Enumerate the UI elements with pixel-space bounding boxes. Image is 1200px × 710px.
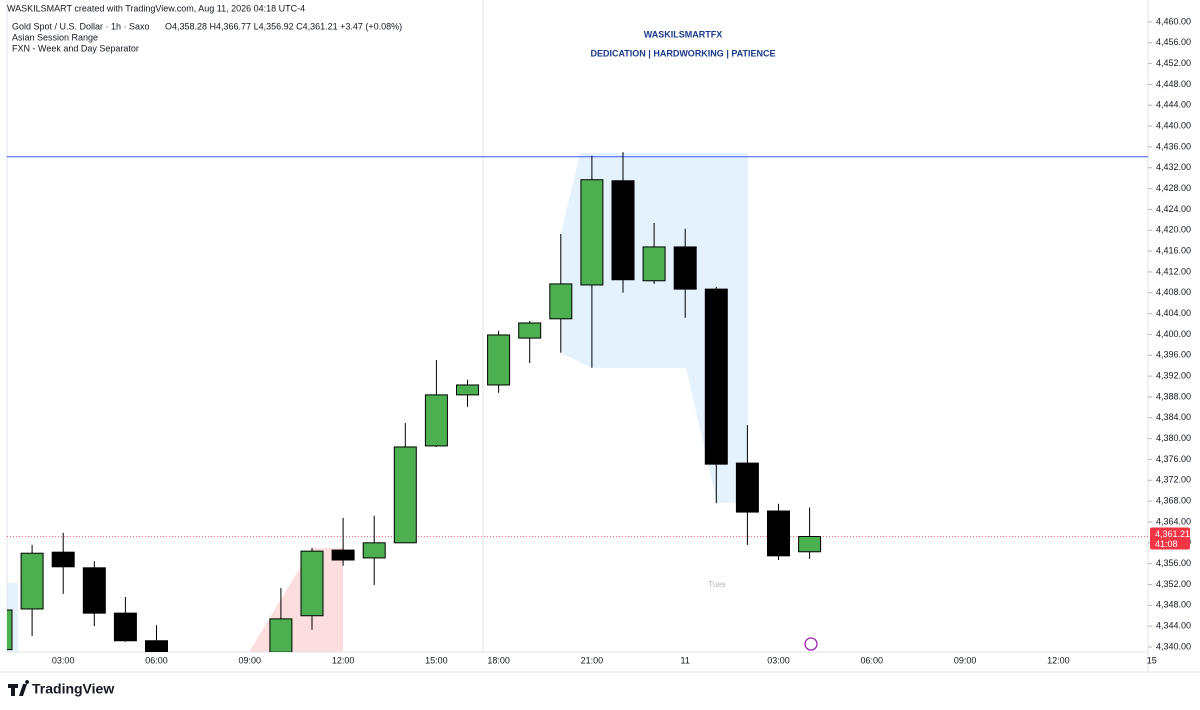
y-tick-label: 4,400.00 xyxy=(1156,329,1191,339)
x-tick-label: 06:00 xyxy=(145,655,168,665)
candle-body xyxy=(7,609,13,651)
logo-mark xyxy=(8,680,30,696)
x-tick-label: 12:00 xyxy=(332,655,355,665)
candle-body xyxy=(767,510,790,557)
y-tick-label: 4,392.00 xyxy=(1156,370,1191,380)
y-tick-label: 4,420.00 xyxy=(1156,225,1191,235)
y-tick-label: 4,396.00 xyxy=(1156,350,1191,360)
x-tick-label: 12:00 xyxy=(1047,655,1070,665)
candle-body xyxy=(549,283,573,320)
y-tick-label: 4,444.00 xyxy=(1156,100,1191,110)
y-tick-label: 4,440.00 xyxy=(1156,120,1191,130)
y-tick-label: 4,372.00 xyxy=(1156,475,1191,485)
candle-body xyxy=(456,384,479,396)
y-tick-label: 4,412.00 xyxy=(1156,266,1191,276)
x-tick-label: 15:00 xyxy=(425,655,448,665)
y-tick-label: 4,356.00 xyxy=(1156,558,1191,568)
candle-body xyxy=(269,618,293,652)
day-label: Tues xyxy=(708,580,726,589)
candle-body xyxy=(580,179,604,286)
logo xyxy=(8,680,30,696)
candle-body xyxy=(487,334,511,386)
x-tick-label: 06:00 xyxy=(861,655,884,665)
y-tick-label: 4,432.00 xyxy=(1156,162,1191,172)
x-tick-label: 18:00 xyxy=(487,655,510,665)
candle-body xyxy=(735,462,759,513)
candle-body xyxy=(704,288,728,465)
candle-body xyxy=(82,567,106,614)
x-tick-label: 15 xyxy=(1147,655,1157,665)
y-tick-label: 4,428.00 xyxy=(1156,183,1191,193)
y-tick-label: 4,388.00 xyxy=(1156,391,1191,401)
candle-body xyxy=(20,552,44,610)
watermark-motto: DEDICATION | HARDWORKING | PATIENCE xyxy=(590,48,775,58)
candle-body xyxy=(393,446,417,544)
y-tick-label: 4,436.00 xyxy=(1156,141,1191,151)
y-tick-label: 4,340.00 xyxy=(1156,641,1191,651)
candle-body xyxy=(673,246,697,290)
price-tag-countdown: 41:08 xyxy=(1155,539,1178,549)
candle-body xyxy=(362,542,386,559)
price-tag xyxy=(1150,527,1190,550)
y-tick-label: 4,448.00 xyxy=(1156,79,1191,89)
y-tick-label: 4,404.00 xyxy=(1156,308,1191,318)
y-tick-label: 4,380.00 xyxy=(1156,433,1191,443)
y-tick-label: 4,424.00 xyxy=(1156,204,1191,214)
credit: WASKILSMART created with TradingView.com… xyxy=(7,3,305,13)
candle-body xyxy=(611,180,635,281)
session-range xyxy=(561,153,748,503)
y-tick-label: 4,456.00 xyxy=(1156,37,1191,47)
watermark-name: WASKILSMARTFX xyxy=(644,29,723,39)
candles xyxy=(7,152,822,652)
x-tick-label: 09:00 xyxy=(954,655,977,665)
y-tick-label: 4,352.00 xyxy=(1156,579,1191,589)
candle-body xyxy=(300,550,324,617)
x-tick-label: 11 xyxy=(681,655,690,665)
y-tick-label: 4,460.00 xyxy=(1156,16,1191,26)
x-tick-label: 21:00 xyxy=(581,655,604,665)
y-tick-label: 4,376.00 xyxy=(1156,454,1191,464)
y-tick-label: 4,368.00 xyxy=(1156,496,1191,506)
indicator: FXN - Week and Day Separator xyxy=(12,43,139,53)
candle-body xyxy=(424,394,448,447)
event-icon[interactable] xyxy=(804,637,818,651)
candle-body xyxy=(145,640,168,652)
y-tick-label: 4,452.00 xyxy=(1156,58,1191,68)
price-tag-label: 4,361.21 xyxy=(1155,529,1190,539)
candle-body xyxy=(798,536,822,553)
ohlc: O4,358.28 H4,366.77 L4,356.92 C4,361.21 … xyxy=(165,21,402,31)
brand: TradingView xyxy=(32,681,114,697)
candle-body xyxy=(642,246,666,282)
x-tick-label: 09:00 xyxy=(239,655,262,665)
y-tick-label: 4,364.00 xyxy=(1156,516,1191,526)
candle-body xyxy=(51,551,75,568)
candle-body xyxy=(113,612,137,642)
x-tick-label: 03:00 xyxy=(767,655,790,665)
y-tick-label: 4,348.00 xyxy=(1156,600,1191,610)
symbol: Gold Spot / U.S. Dollar · 1h · Saxo xyxy=(12,21,150,31)
y-tick-label: 4,416.00 xyxy=(1156,245,1191,255)
y-tick-label: 4,384.00 xyxy=(1156,412,1191,422)
x-tick-label: 03:00 xyxy=(52,655,75,665)
candle-body xyxy=(331,549,355,561)
indicator: Asian Session Range xyxy=(12,32,98,42)
y-tick-label: 4,344.00 xyxy=(1156,621,1191,631)
y-tick-label: 4,408.00 xyxy=(1156,287,1191,297)
candle-body xyxy=(518,322,542,339)
